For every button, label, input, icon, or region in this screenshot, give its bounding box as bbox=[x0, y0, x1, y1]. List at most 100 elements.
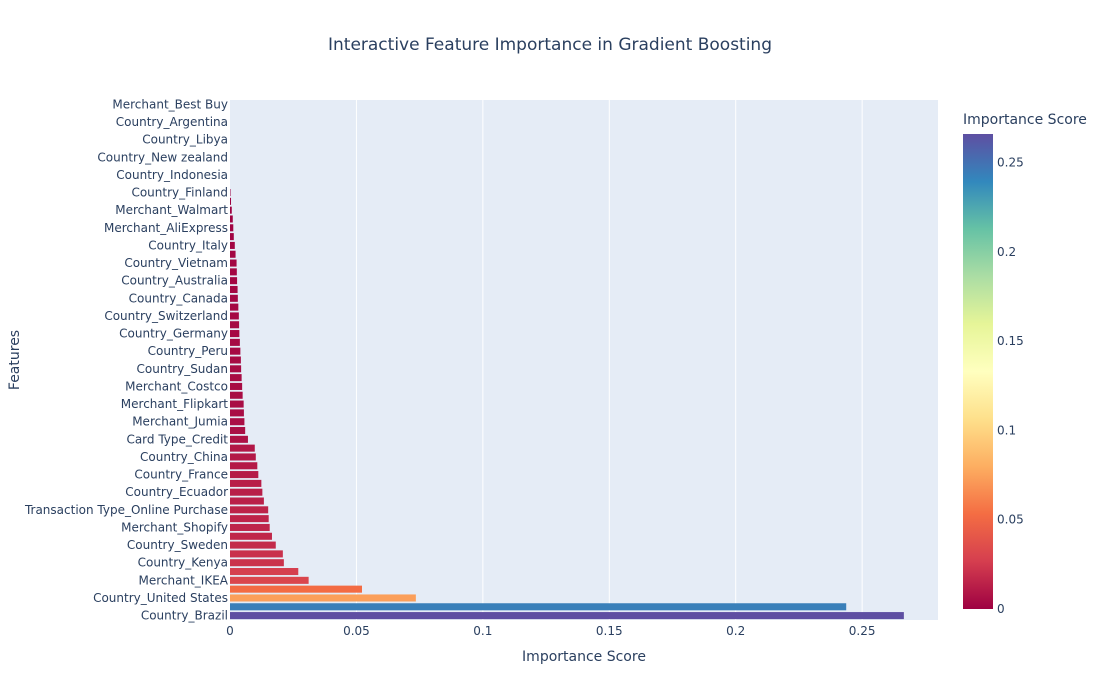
bar[interactable] bbox=[230, 312, 239, 320]
gridlines bbox=[355, 100, 863, 620]
y-tick-labels: Merchant_Best Buy Country_Argentina Countr… bbox=[24, 97, 229, 622]
bars bbox=[230, 189, 904, 620]
colorbar-tick-label: 0.05 bbox=[997, 513, 1024, 527]
bar[interactable] bbox=[230, 462, 258, 470]
bar[interactable] bbox=[230, 189, 231, 197]
bar[interactable] bbox=[230, 347, 241, 355]
bar[interactable] bbox=[230, 224, 234, 232]
bar[interactable] bbox=[230, 400, 244, 408]
bar[interactable] bbox=[230, 382, 243, 390]
y-tick-label: Country_Sudan bbox=[137, 362, 228, 376]
bar[interactable] bbox=[230, 233, 234, 241]
bar[interactable] bbox=[230, 259, 237, 267]
y-tick-label: Country_Sweden bbox=[127, 538, 228, 552]
y-tick-label: Country_Ecuador bbox=[125, 485, 228, 499]
colorbar-tick-label: 0.15 bbox=[997, 334, 1024, 348]
x-tick-label: 0.2 bbox=[726, 624, 745, 638]
bar[interactable] bbox=[230, 206, 232, 214]
x-tick-label: 0 bbox=[226, 624, 234, 638]
bar[interactable] bbox=[230, 356, 241, 364]
bar[interactable] bbox=[230, 268, 237, 276]
colorbar-tick-label: 0.2 bbox=[997, 245, 1016, 259]
colorbar-tick-label: 0.1 bbox=[997, 423, 1016, 437]
bar[interactable] bbox=[230, 294, 238, 302]
x-tick-label: 0.05 bbox=[343, 624, 370, 638]
bar[interactable] bbox=[230, 330, 240, 338]
bar[interactable] bbox=[230, 594, 416, 602]
y-tick-label: Merchant_Jumia bbox=[132, 415, 228, 429]
y-tick-label: Card Type_Credit bbox=[126, 432, 228, 446]
bar[interactable] bbox=[230, 444, 255, 452]
bar[interactable] bbox=[230, 241, 235, 249]
bar[interactable] bbox=[230, 303, 239, 311]
bar[interactable] bbox=[230, 541, 276, 549]
bar[interactable] bbox=[230, 585, 362, 593]
plot-area bbox=[230, 100, 938, 620]
y-tick-label: Merchant_Flipkart bbox=[121, 397, 228, 411]
bar[interactable] bbox=[230, 488, 263, 496]
bar[interactable] bbox=[230, 418, 245, 426]
y-tick-label: Merchant_Shopify bbox=[121, 520, 228, 534]
y-tick-label: Country_Argentina bbox=[116, 115, 228, 129]
bar[interactable] bbox=[230, 277, 238, 285]
x-axis-title: Importance Score bbox=[522, 649, 646, 665]
bar[interactable] bbox=[230, 471, 259, 479]
y-tick-label: Merchant_AliExpress bbox=[104, 221, 228, 235]
y-tick-label: Transaction Type_Online Purchase bbox=[24, 503, 228, 517]
bar[interactable] bbox=[230, 576, 309, 584]
y-tick-label: Country_Finland bbox=[131, 186, 228, 200]
bar[interactable] bbox=[230, 612, 904, 620]
y-tick-label: Country_Germany bbox=[119, 327, 228, 341]
bar[interactable] bbox=[230, 559, 284, 567]
bar[interactable] bbox=[230, 532, 272, 540]
bar[interactable] bbox=[230, 435, 248, 443]
y-tick-label: Country_Australia bbox=[121, 274, 228, 288]
y-tick-label: Country_United States bbox=[93, 591, 228, 605]
y-tick-label: Country_Brazil bbox=[141, 609, 228, 623]
bar[interactable] bbox=[230, 365, 242, 373]
bar[interactable] bbox=[230, 250, 236, 258]
bar[interactable] bbox=[230, 479, 262, 487]
bar[interactable] bbox=[230, 603, 847, 611]
bar[interactable] bbox=[230, 285, 238, 294]
y-tick-label: Country_Peru bbox=[148, 344, 228, 358]
bar[interactable] bbox=[230, 426, 246, 435]
x-tick-label: 0.1 bbox=[473, 624, 492, 638]
x-tick-label: 0.15 bbox=[596, 624, 623, 638]
y-tick-label: Country_Libya bbox=[142, 133, 228, 147]
y-tick-label: Country_China bbox=[140, 450, 228, 464]
y-tick-label: Merchant_Costco bbox=[125, 379, 228, 393]
y-tick-label: Country_Kenya bbox=[138, 556, 228, 570]
y-axis-title: Features bbox=[7, 330, 23, 390]
colorbar-ticks: 0 0.05 0.1 0.15 0.2 0.25 bbox=[997, 156, 1024, 616]
bar[interactable] bbox=[230, 550, 283, 558]
x-tick-label: 0.25 bbox=[849, 624, 876, 638]
bar[interactable] bbox=[230, 497, 264, 505]
y-tick-label: Country_Indonesia bbox=[116, 168, 228, 182]
bar[interactable] bbox=[230, 409, 244, 417]
colorbar-gradient bbox=[963, 134, 993, 609]
y-tick-label: Country_Canada bbox=[129, 291, 228, 305]
y-tick-label: Merchant_IKEA bbox=[139, 573, 229, 587]
colorbar-title: Importance Score bbox=[963, 112, 1087, 128]
y-tick-label: Merchant_Walmart bbox=[115, 203, 228, 217]
y-tick-label: Country_Vietnam bbox=[124, 256, 228, 270]
bar[interactable] bbox=[230, 506, 269, 514]
bar[interactable] bbox=[230, 523, 270, 531]
bar[interactable] bbox=[230, 391, 243, 399]
y-tick-label: Country_Italy bbox=[148, 238, 228, 252]
bar[interactable] bbox=[230, 338, 240, 346]
chart-title: Interactive Feature Importance in Gradie… bbox=[328, 35, 772, 55]
bar[interactable] bbox=[230, 374, 242, 382]
y-tick-label: Country_Switzerland bbox=[104, 309, 228, 323]
bar[interactable] bbox=[230, 515, 269, 523]
x-tick-labels: 0 0.05 0.1 0.15 0.2 0.25 bbox=[226, 624, 875, 638]
bar[interactable] bbox=[230, 321, 240, 329]
bar[interactable] bbox=[230, 453, 256, 461]
y-tick-label: Merchant_Best Buy bbox=[112, 97, 228, 111]
y-tick-label: Country_New zealand bbox=[97, 150, 228, 164]
bar[interactable] bbox=[230, 568, 299, 576]
bar[interactable] bbox=[230, 215, 233, 223]
bar[interactable] bbox=[230, 197, 232, 205]
